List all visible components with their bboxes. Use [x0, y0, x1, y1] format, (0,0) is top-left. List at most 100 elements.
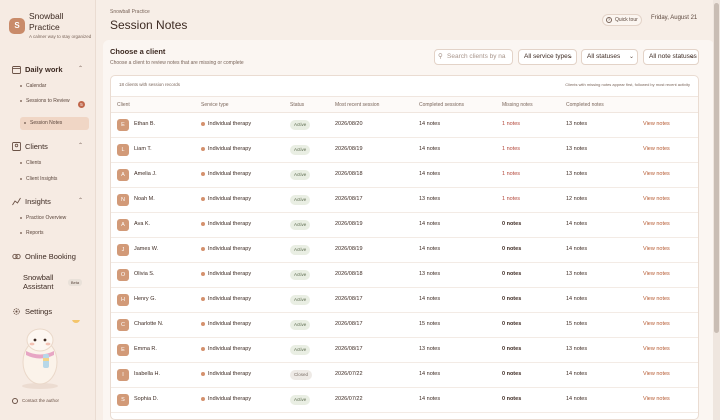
brand-name: Snowball Practice — [29, 11, 64, 32]
table-row[interactable]: O Olivia S. Individual therapy Active 2026/0… — [111, 263, 698, 288]
table-row[interactable]: L Liam T. Individual therapy Active 2026/08/… — [111, 138, 698, 163]
completed-notes: 14 notes — [566, 296, 588, 302]
service-dot-icon — [201, 296, 205, 301]
chevron-down-icon: ⌄ — [628, 54, 634, 60]
brand[interactable]: S Snowball Practice A calmer way to stay… — [9, 10, 93, 50]
status-badge: Active — [290, 145, 311, 155]
breadcrumb[interactable]: Snowball Practice — [110, 9, 150, 15]
column-header-service-type[interactable]: Service type — [201, 102, 229, 108]
view-notes-link[interactable]: View notes — [643, 396, 670, 402]
view-notes-link[interactable]: View notes — [643, 346, 670, 352]
note-status-select[interactable]: All note statuses ⌄ — [643, 49, 699, 65]
table-row[interactable]: C Charlotte N. Individual therapy Active 202… — [111, 313, 698, 338]
sidebar-item-session-notes[interactable]: Session Notes — [20, 117, 89, 130]
search-icon: ⚲ — [438, 53, 443, 60]
table-row[interactable]: E Emma R. Individual therapy Active 2026/08/… — [111, 338, 698, 363]
sidebar-item-reports[interactable]: Reports — [20, 230, 90, 237]
table-row[interactable]: A Amelia J. Individual therapy Active 2026/0… — [111, 163, 698, 188]
sidebar-item-practice-overview[interactable]: Practice Overview — [20, 215, 90, 222]
service-dot-icon — [201, 371, 205, 376]
table-row[interactable]: N Noah M. Individual therapy Active 2026/08/… — [111, 188, 698, 213]
nav-section-label: Daily work — [25, 65, 63, 74]
recent-session: 2026/07/22 — [335, 396, 363, 402]
nav-section-daily-work[interactable]: Daily work ⌃ — [0, 63, 96, 77]
table-row[interactable]: I Isabella H. Individual therapy Closed 2026… — [111, 363, 698, 388]
completed-notes: 14 notes — [566, 221, 588, 227]
view-notes-link[interactable]: View notes — [643, 296, 670, 302]
view-notes-link[interactable]: View notes — [643, 146, 670, 152]
client-avatar: L — [117, 144, 129, 156]
table-row[interactable]: H Henry G. Individual therapy Active 2026/08… — [111, 288, 698, 313]
recent-session: 2026/08/19 — [335, 221, 363, 227]
column-header-completed-notes[interactable]: Completed notes — [566, 102, 604, 108]
recent-session: 2026/08/20 — [335, 121, 363, 127]
status-badge: Active — [290, 295, 311, 305]
contact-author-link[interactable]: Contact the author — [12, 398, 59, 404]
recent-session: 2026/08/19 — [335, 246, 363, 252]
client-avatar: E — [117, 344, 129, 356]
sidebar-item-calendar[interactable]: Calendar — [20, 83, 90, 90]
view-notes-link[interactable]: View notes — [643, 221, 670, 227]
completed-sessions: 14 notes — [419, 121, 441, 127]
service-dot-icon — [201, 396, 205, 401]
current-date: Friday, August 21 — [651, 15, 698, 21]
clients-icon — [12, 142, 21, 151]
completed-sessions: 15 notes — [419, 321, 441, 327]
column-header-recent-session[interactable]: Most recent session — [335, 102, 380, 108]
missing-notes: 1 notes — [502, 196, 521, 202]
status-select[interactable]: All statuses ⌄ — [581, 49, 638, 65]
chevron-down-icon: ⌄ — [567, 54, 573, 60]
client-avatar: J — [117, 244, 129, 256]
service-dot-icon — [201, 246, 205, 251]
search-input[interactable]: ⚲ Search clients by na — [434, 49, 513, 65]
column-header-completed-sessions[interactable]: Completed sessions — [419, 102, 465, 108]
status-badge: Active — [290, 395, 311, 405]
client-name: Isabella H. — [134, 371, 160, 377]
chart-icon — [12, 197, 21, 206]
client-avatar: H — [117, 294, 129, 306]
nav-section-insights[interactable]: Insights ⌃ — [0, 195, 96, 209]
help-icon: ? — [606, 17, 612, 23]
completed-notes: 13 notes — [566, 121, 588, 127]
service-type: Individual therapy — [201, 121, 251, 127]
chevron-up-icon[interactable]: ⌃ — [78, 143, 84, 149]
chevron-up-icon[interactable]: ⌃ — [78, 198, 84, 204]
sidebar-item-sessions-to-review[interactable]: Sessions to Review — [20, 98, 70, 105]
view-notes-link[interactable]: View notes — [643, 246, 670, 252]
completed-notes: 13 notes — [566, 171, 588, 177]
view-notes-link[interactable]: View notes — [643, 171, 670, 177]
view-notes-link[interactable]: View notes — [643, 271, 670, 277]
missing-notes: 0 notes — [502, 296, 522, 302]
scrollbar-thumb[interactable] — [714, 3, 719, 333]
client-avatar: A — [117, 219, 129, 231]
service-type: Individual therapy — [201, 246, 251, 252]
sidebar-item-assistant[interactable]: Snowball Assistant — [0, 272, 96, 294]
quick-tour-button[interactable]: ? Quick tour — [602, 14, 642, 26]
chevron-up-icon[interactable]: ⌃ — [78, 66, 84, 72]
view-notes-link[interactable]: View notes — [643, 321, 670, 327]
column-header-status[interactable]: Status — [290, 102, 305, 108]
column-header-missing-notes[interactable]: Missing notes — [502, 102, 533, 108]
service-type-select[interactable]: All service types ⌄ — [518, 49, 577, 65]
sidebar-item-clients[interactable]: Clients — [20, 160, 90, 167]
view-notes-link[interactable]: View notes — [643, 371, 670, 377]
service-dot-icon — [201, 121, 205, 126]
table-row[interactable]: S Sophia D. Individual therapy Active 2026/0… — [111, 388, 698, 413]
view-notes-link[interactable]: View notes — [643, 196, 670, 202]
view-notes-link[interactable]: View notes — [643, 121, 670, 127]
brand-tagline: A calmer way to stay organized — [29, 34, 92, 39]
mascot-illustration — [18, 315, 80, 389]
sidebar-item-client-insights[interactable]: Client Insights — [20, 176, 90, 183]
sidebar-item-settings[interactable]: Settings — [0, 305, 96, 319]
table-row[interactable]: E Ethan B. Individual therapy Active 2026/08… — [111, 113, 698, 138]
table-row[interactable]: A Ava K. Individual therapy Active 2026/08/1… — [111, 213, 698, 238]
service-dot-icon — [201, 321, 205, 326]
sessions-to-review-badge: 5 — [78, 101, 85, 108]
table-header: Client Service type Status Most recent s… — [111, 96, 698, 113]
sidebar-item-online-booking[interactable]: Online Booking — [0, 250, 96, 264]
status-badge: Active — [290, 320, 311, 330]
missing-notes: 1 notes — [502, 171, 521, 177]
column-header-client[interactable]: Client — [117, 102, 130, 108]
nav-section-clients[interactable]: Clients ⌃ — [0, 140, 96, 154]
table-row[interactable]: J James W. Individual therapy Active 2026/08… — [111, 238, 698, 263]
